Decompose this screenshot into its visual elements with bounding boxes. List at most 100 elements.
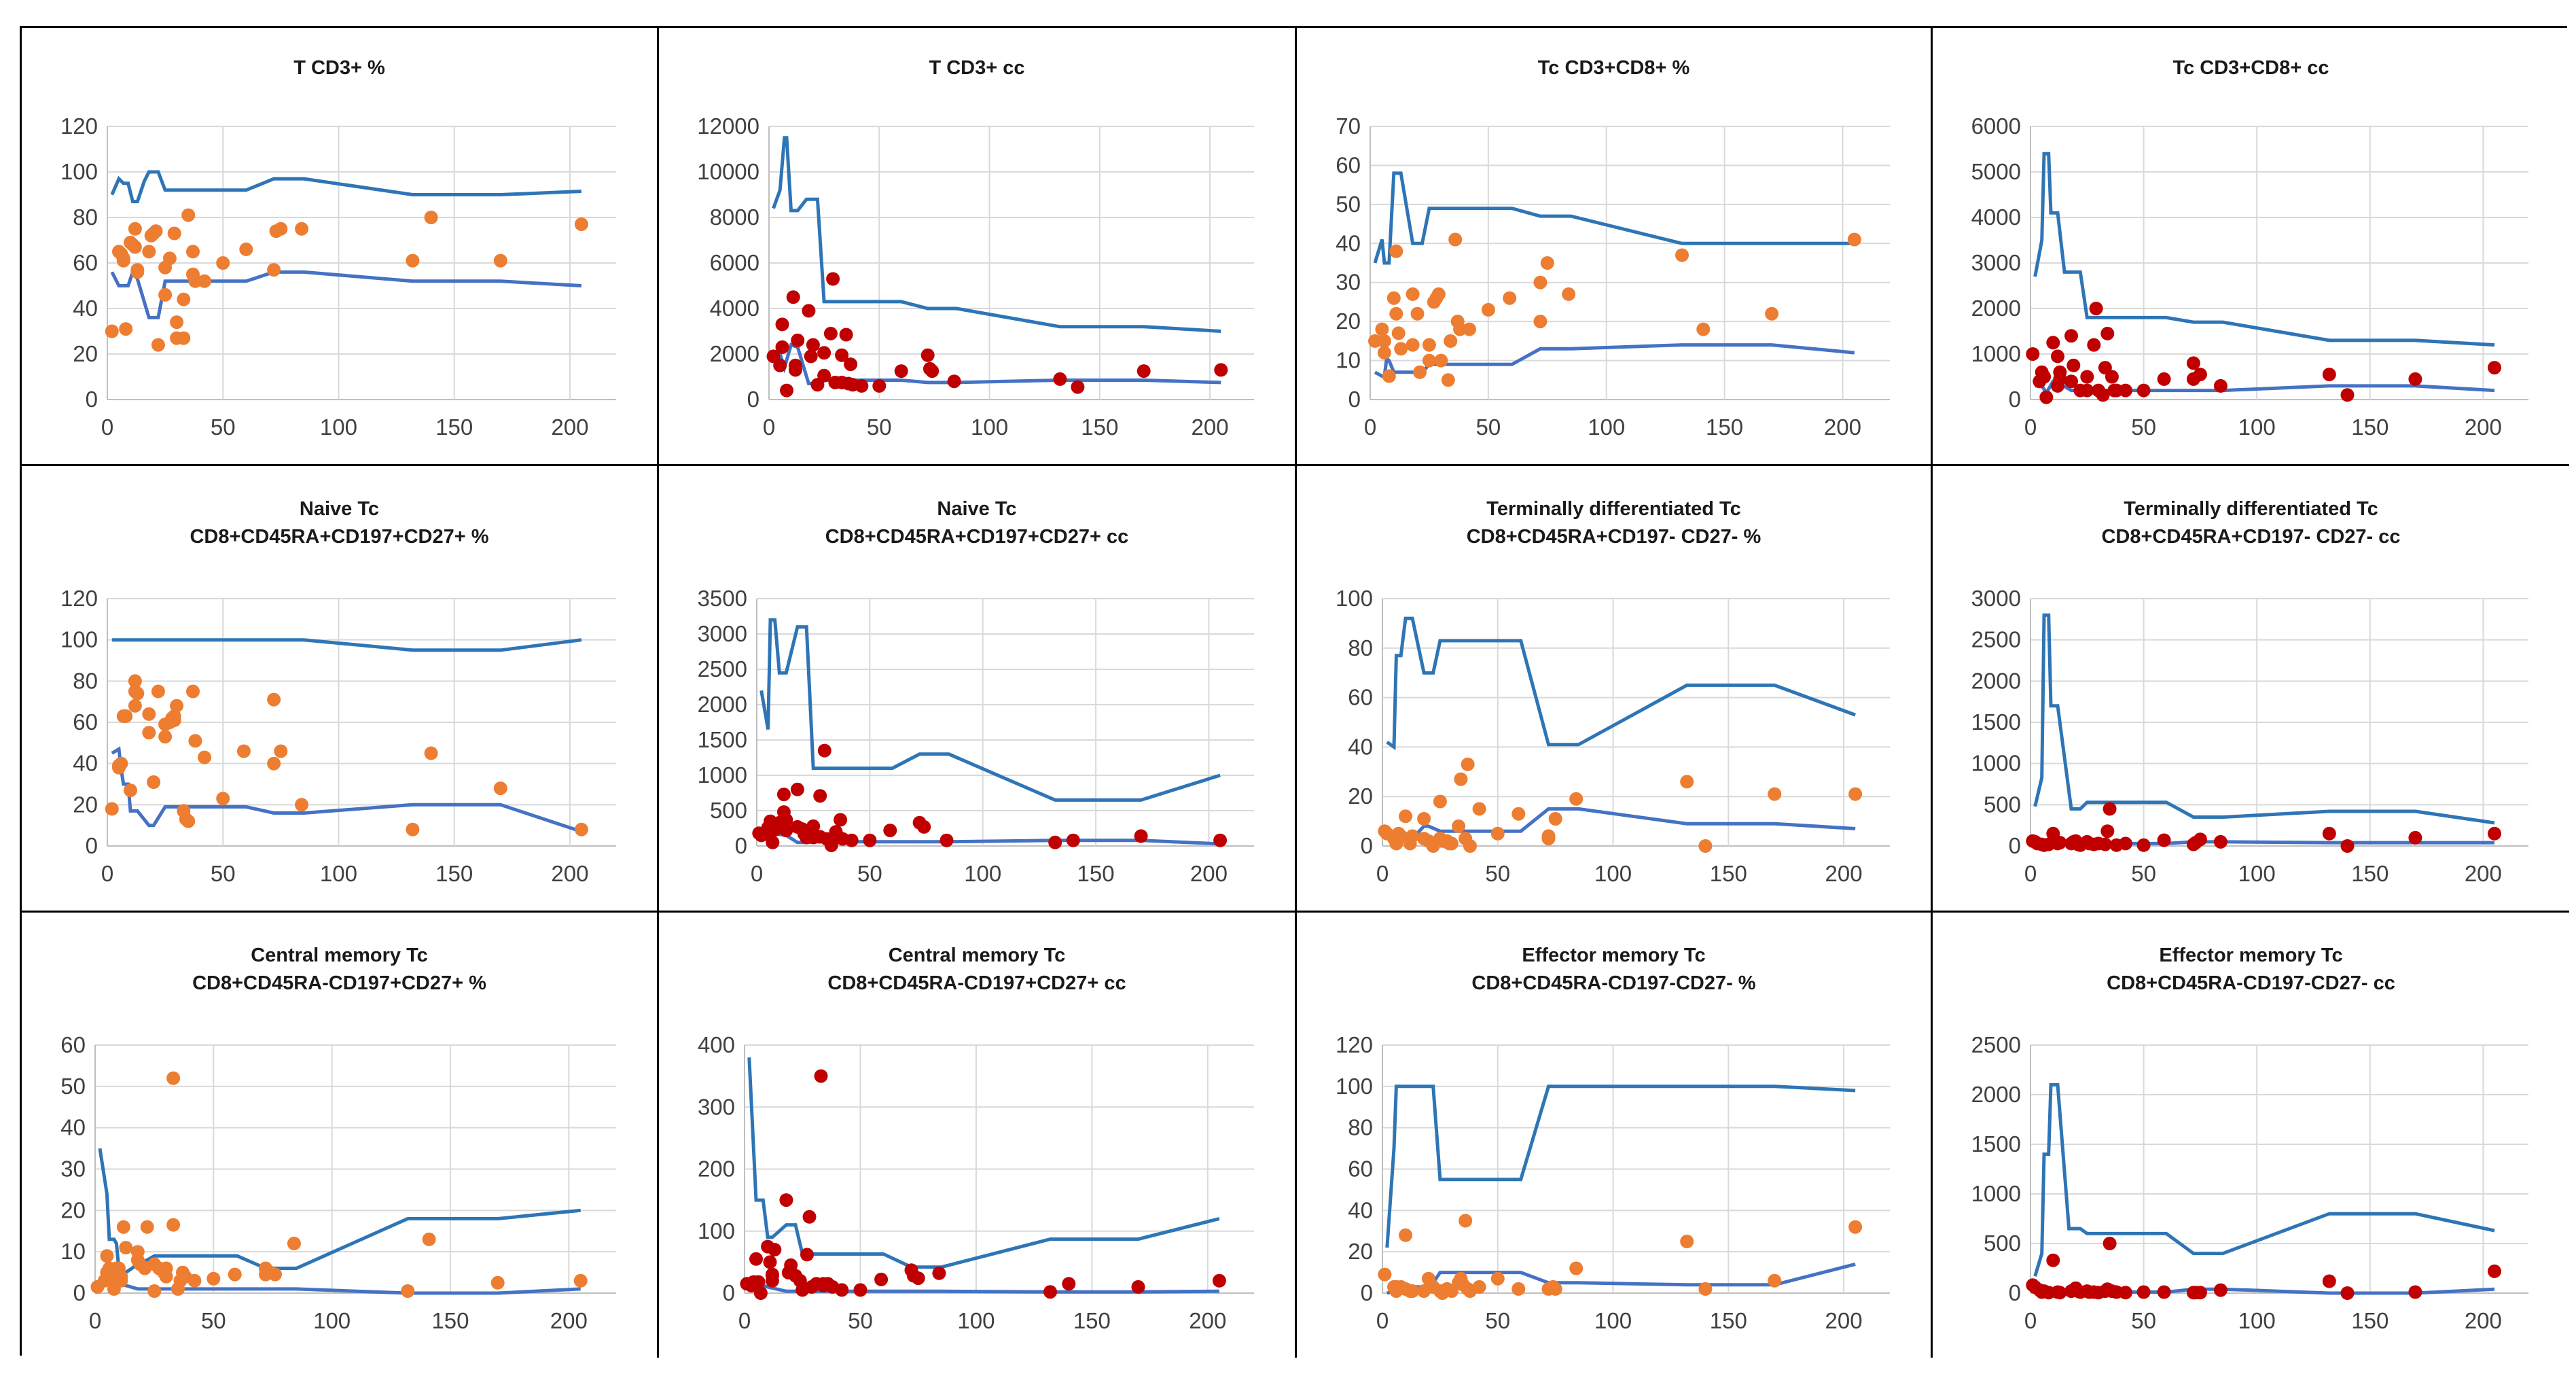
patient-points (90, 1071, 588, 1298)
data-point (1389, 244, 1403, 258)
chart-title: CD8+CD45RA+CD197- CD27- % (1467, 526, 1761, 548)
data-point (1463, 322, 1476, 336)
data-point (920, 348, 935, 362)
data-point (1377, 346, 1391, 360)
patient-points (1378, 1214, 1863, 1300)
patient-points (752, 743, 1228, 852)
data-point (167, 709, 181, 723)
data-point (2322, 826, 2336, 841)
data-point (2193, 1286, 2207, 1300)
data-point (406, 253, 420, 268)
data-point (142, 726, 156, 740)
data-point (1071, 380, 1085, 394)
data-point (128, 699, 142, 713)
y-tick-label: 100 (60, 627, 98, 652)
lower-reference-line (111, 746, 582, 834)
upper-reference-line (2033, 613, 2495, 825)
x-tick-label: 50 (2131, 861, 2156, 886)
data-point (1569, 792, 1584, 806)
y-tick-label: 20 (1348, 1239, 1373, 1264)
chart-title: Tc CD3+CD8+ cc (2173, 57, 2329, 79)
x-tick-label: 50 (1485, 1308, 1510, 1333)
data-point (159, 1261, 173, 1275)
y-tick-label: 500 (1984, 1231, 2021, 1256)
data-point (1413, 365, 1427, 379)
upper-reference-line (110, 170, 582, 204)
data-point (2340, 839, 2355, 853)
x-tick-label: 50 (1485, 861, 1510, 886)
data-point (1461, 757, 1475, 771)
data-point (1541, 832, 1556, 846)
data-point (2046, 336, 2060, 350)
chart-svg: Central memory Tc CD8+CD45RA-CD197+CD27+ … (60, 945, 616, 1333)
data-point (2213, 834, 2228, 849)
y-tick-label: 40 (1348, 1197, 1373, 1222)
gridlines (756, 598, 1254, 847)
data-point (790, 782, 804, 796)
x-tick-label: 200 (1189, 1308, 1226, 1333)
data-point (2136, 383, 2151, 398)
x-tick-label: 0 (101, 414, 113, 440)
y-tick-label: 1500 (1971, 1131, 2021, 1157)
data-point (813, 789, 827, 803)
data-point (147, 775, 161, 789)
chart-panel-em-tc-pct: Effector memory Tc CD8+CD45RA-CD197-CD27-… (1297, 913, 1933, 1358)
chart-panel-em-tc-cc: Effector memory Tc CD8+CD45RA-CD197-CD27-… (1933, 913, 2569, 1358)
data-point (1511, 807, 1526, 821)
data-point (872, 378, 887, 393)
data-point (1377, 334, 1391, 348)
chart-svg: Naive Tc CD8+CD45RA+CD197+CD27+ % 0 20 40 60 8… (60, 498, 616, 886)
data-point (1533, 315, 1548, 329)
data-point (814, 1069, 828, 1083)
data-point (2053, 836, 2067, 850)
data-point (1137, 364, 1151, 378)
y-tick-label: 400 (698, 1032, 735, 1057)
data-point (236, 744, 251, 758)
chart-panel-tc-cd3cd8-pct: Tc CD3+CD8+ % 0 10 20 30 40 50 60 70 0 50 100 150 200 (1297, 28, 1933, 466)
patient-points (2026, 1237, 2501, 1300)
x-tick-label: 150 (1073, 1308, 1111, 1333)
y-tick-label: 40 (1336, 230, 1361, 255)
patient-points (105, 208, 588, 352)
data-point (1417, 812, 1431, 826)
data-point (2193, 832, 2207, 847)
x-tick-label: 100 (2238, 861, 2276, 886)
data-point (2193, 368, 2207, 382)
y-tick-label: 20 (73, 792, 98, 817)
x-tick-label: 150 (2351, 414, 2389, 440)
y-tick-label: 6000 (710, 250, 759, 275)
lower-reference-line (1416, 807, 1856, 835)
data-point (177, 331, 191, 345)
y-tick-label: 60 (60, 1032, 86, 1057)
data-point (1448, 232, 1463, 247)
chart-panel-cm-tc-cc: Central memory Tc CD8+CD45RA-CD197+CD27+ … (659, 913, 1297, 1358)
y-tick-label: 6000 (1971, 113, 2021, 139)
chart-panel-cm-tc-pct: Central memory Tc CD8+CD45RA-CD197+CD27+ … (22, 913, 659, 1358)
data-point (1212, 1273, 1226, 1288)
chart-svg: Effector memory Tc CD8+CD45RA-CD197-CD27-… (1336, 945, 1890, 1333)
data-point (855, 378, 869, 393)
chart-title: Central memory Tc (889, 945, 1066, 966)
data-point (187, 1273, 202, 1288)
y-tick-label: 0 (1361, 833, 1373, 858)
data-point (1214, 363, 1228, 377)
x-tick-label: 50 (2131, 1308, 2156, 1333)
y-tick-label: 10 (60, 1239, 86, 1264)
data-point (1765, 306, 1779, 321)
data-point (1062, 1277, 1076, 1291)
data-point (804, 349, 818, 364)
y-tick-label: 20 (60, 1197, 86, 1222)
gridlines (107, 126, 616, 400)
y-tick-label: 300 (698, 1094, 735, 1119)
data-point (1696, 322, 1711, 336)
x-tick-label: 200 (2465, 1308, 2502, 1333)
chart-title: CD8+CD45RA+CD197+CD27+ cc (825, 526, 1129, 548)
data-point (1768, 1273, 1782, 1288)
chart-panel-t-cd3-pct: T CD3+ % 0 20 40 60 80 100 120 0 50 100 150 200 (22, 28, 659, 466)
y-tick-label: 0 (735, 833, 747, 858)
chart-svg: Central memory Tc CD8+CD45RA-CD197+CD27+ … (698, 945, 1254, 1333)
y-tick-label: 2500 (1971, 627, 2021, 652)
y-tick-label: 100 (698, 1218, 735, 1243)
data-point (1680, 1235, 1694, 1248)
